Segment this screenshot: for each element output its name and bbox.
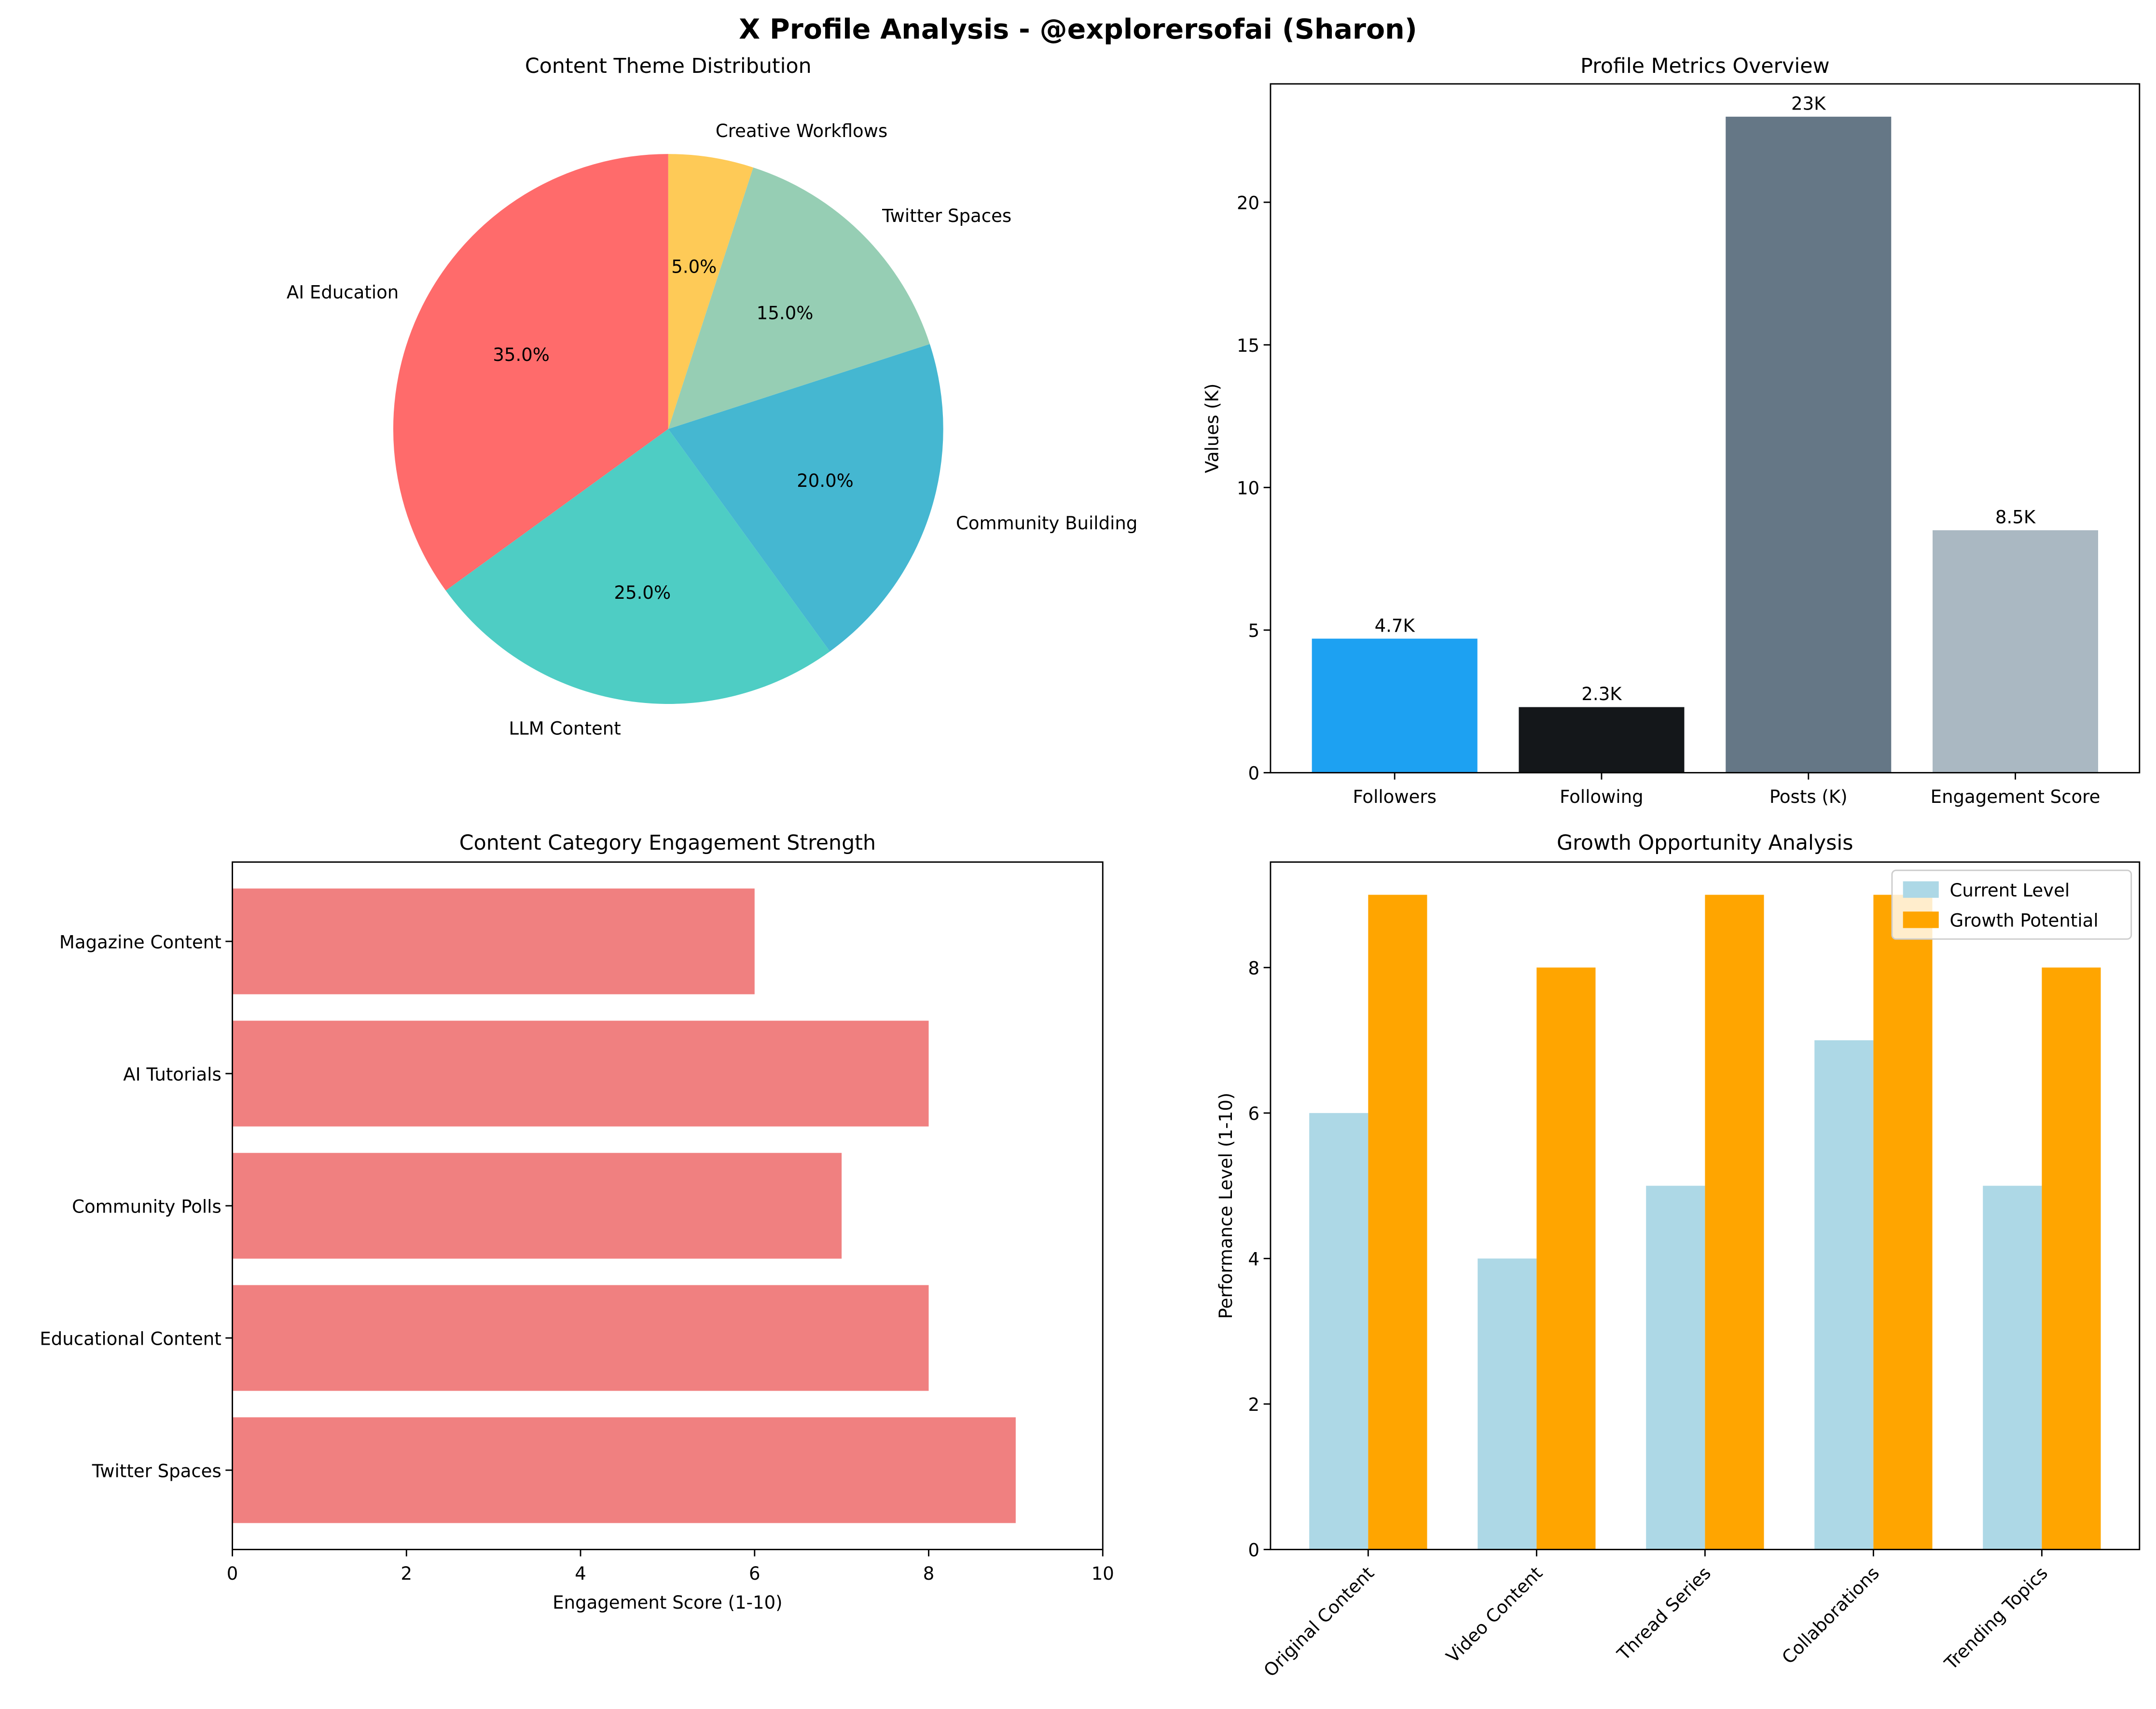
x-tick-label: Following — [1560, 786, 1643, 807]
x-tick-label: 6 — [749, 1563, 760, 1584]
bar — [2042, 967, 2101, 1550]
pie-percent-label: 35.0% — [493, 345, 550, 365]
y-tick-label: Educational Content — [40, 1328, 221, 1349]
chart-title: Growth Opportunity Analysis — [1557, 831, 1853, 855]
profile-metrics-chart: Profile Metrics Overview 4.7K Followers 2.3… — [1202, 54, 2141, 807]
legend: Current Level Growth Potential — [1891, 869, 2132, 940]
x-tick-label: 0 — [227, 1563, 238, 1584]
bar — [1478, 1258, 1537, 1550]
pie-slice — [668, 154, 753, 429]
y-tick-label: 8 — [1248, 958, 1260, 979]
y-tick-label: Magazine Content — [59, 932, 221, 952]
bar — [1309, 1113, 1368, 1550]
x-tick-label: Posts (K) — [1769, 786, 1848, 807]
legend-label: Current Level — [1950, 880, 2070, 901]
y-tick-label: 20 — [1237, 193, 1259, 213]
y-tick-label: 4 — [1248, 1249, 1260, 1270]
bar-data-label: 23K — [1791, 94, 1826, 114]
pie-chart: Content Theme Distribution 35.0% AI Educat… — [287, 54, 1137, 739]
pie-category-label: Community Building — [956, 513, 1137, 534]
x-tick-label: Engagement Score — [1931, 786, 2101, 807]
bar — [232, 1153, 842, 1259]
y-tick-label: 6 — [1248, 1103, 1260, 1124]
pie-category-label: Creative Workflows — [716, 121, 887, 141]
pie-slice — [393, 154, 668, 591]
bar — [1519, 707, 1685, 773]
legend-label: Growth Potential — [1950, 910, 2099, 931]
bar — [1705, 895, 1764, 1550]
bar — [232, 1020, 929, 1127]
pie-percent-label: 15.0% — [757, 303, 814, 324]
y-tick-label: 2 — [1248, 1394, 1260, 1415]
pie-slice — [668, 167, 930, 429]
bar-data-label: 8.5K — [1995, 507, 2036, 528]
pie-category-label: LLM Content — [509, 718, 621, 739]
y-tick-label: Community Polls — [72, 1196, 221, 1217]
chart-title: Content Category Engagement Strength — [459, 831, 876, 855]
legend-swatch — [1903, 881, 1939, 898]
bar — [1536, 967, 1596, 1550]
bar — [1726, 116, 1892, 773]
bar — [1368, 895, 1427, 1550]
bar — [232, 888, 755, 994]
x-tick-label: 4 — [575, 1563, 586, 1584]
x-tick-label: 8 — [923, 1563, 935, 1584]
legend-swatch — [1903, 911, 1939, 928]
pie-percent-label: 20.0% — [797, 470, 854, 491]
axes-frame — [232, 861, 1104, 1550]
y-tick-label: 15 — [1237, 335, 1259, 356]
axes-frame — [1270, 83, 2141, 773]
axes-frame — [1270, 861, 2141, 1550]
bar-data-label: 2.3K — [1581, 684, 1622, 704]
x-tick-label: 2 — [401, 1563, 413, 1584]
legend-frame — [1891, 869, 2132, 940]
figure-title: X Profile Analysis - @explorersofai (Sha… — [739, 14, 1417, 45]
pie-percent-label: 25.0% — [614, 582, 671, 603]
chart-title: Content Theme Distribution — [525, 54, 812, 78]
bar — [1646, 1185, 1705, 1550]
y-tick-label: 5 — [1248, 620, 1260, 641]
bar — [1933, 530, 2099, 773]
pie-percent-label: 5.0% — [671, 257, 717, 277]
bar — [1873, 895, 1933, 1550]
x-tick-label: Followers — [1353, 786, 1436, 807]
bar — [1983, 1185, 2042, 1550]
pie-category-label: Twitter Spaces — [882, 206, 1011, 226]
y-axis-label: Values (K) — [1202, 384, 1223, 473]
engagement-strength-chart: Content Category Engagement Strength Twit… — [40, 831, 1114, 1613]
x-axis-label: Engagement Score (1-10) — [553, 1592, 782, 1613]
pie-category-label: AI Education — [287, 282, 399, 303]
bar — [1312, 638, 1478, 773]
pie-slice — [445, 429, 830, 704]
bar — [232, 1285, 929, 1391]
bar — [1814, 1040, 1874, 1550]
bar — [232, 1417, 1016, 1523]
x-tick-label: 10 — [1092, 1563, 1114, 1584]
y-tick-label: 10 — [1237, 478, 1259, 499]
pie-slice — [668, 344, 943, 652]
y-tick-label: AI Tutorials — [123, 1064, 221, 1085]
y-tick-label: Twitter Spaces — [92, 1461, 221, 1481]
chart-title: Profile Metrics Overview — [1580, 54, 1829, 78]
bar-data-label: 4.7K — [1375, 615, 1416, 636]
y-tick-label: 0 — [1248, 1540, 1260, 1561]
y-tick-label: 0 — [1248, 763, 1260, 784]
y-axis-label: Performance Level (1-10) — [1216, 1093, 1236, 1319]
